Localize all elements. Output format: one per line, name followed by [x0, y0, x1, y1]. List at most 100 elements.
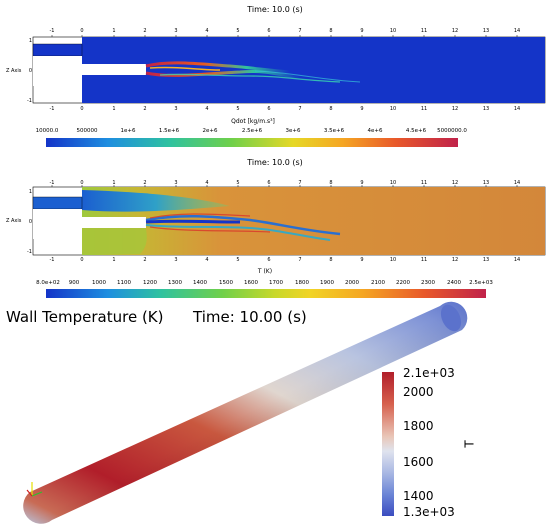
x-tick: 11 — [420, 28, 428, 34]
colorbar-label: 2300 — [421, 280, 435, 286]
x-tick: 5 — [236, 28, 240, 34]
colorbar-label: 1700 — [269, 280, 283, 286]
z-tick: 1 — [28, 189, 32, 195]
wall-temperature-title: Wall Temperature (K) — [6, 308, 164, 326]
x-tick: 0 — [80, 106, 84, 112]
colorbar-label: 500000 — [76, 128, 98, 134]
wall-colorbar-label: 1600 — [403, 455, 434, 469]
z-tick: -1 — [27, 249, 32, 255]
colorbar-label: 1500 — [219, 280, 233, 286]
z-axis-label: Z Axis — [6, 68, 22, 74]
z-tick: -1 — [27, 98, 32, 104]
x-tick: 10 — [389, 257, 397, 263]
x-tick: 6 — [267, 180, 271, 186]
x-tick: 11 — [420, 106, 428, 112]
x-tick: 3 — [174, 180, 178, 186]
colorbar-label: 1e+6 — [120, 128, 136, 134]
colorbar-label: 900 — [68, 280, 80, 286]
x-tick: 8 — [329, 28, 333, 34]
x-tick: 3 — [174, 106, 178, 112]
colorbar-label: 4e+6 — [367, 128, 383, 134]
x-tick: 13 — [482, 106, 490, 112]
colorbar-label: 1100 — [117, 280, 131, 286]
x-tick: 12 — [451, 28, 459, 34]
wall-cylinder-render — [23, 301, 468, 524]
panel1-time-label: Time: 10.0 (s) — [247, 5, 303, 14]
colorbar-label: 2200 — [396, 280, 410, 286]
x-tick: 4 — [205, 106, 209, 112]
x-tick: 9 — [360, 257, 364, 263]
z-tick: 0 — [28, 219, 32, 225]
x-tick: 12 — [451, 257, 459, 263]
x-tick: 2 — [143, 28, 147, 34]
qdot-contour-plot — [32, 35, 546, 104]
x-tick: 14 — [513, 28, 521, 34]
x-tick: 14 — [513, 257, 521, 263]
z-tick: 0 — [28, 68, 32, 74]
panel2-x-ticks-bottom: -1 0 1 2 3 4 5 6 7 8 9 10 11 12 13 14 — [49, 257, 521, 263]
x-tick: 7 — [298, 180, 302, 186]
x-tick: 7 — [298, 257, 302, 263]
x-tick: 11 — [420, 257, 428, 263]
x-tick: 14 — [513, 180, 521, 186]
z-tick: 1 — [28, 38, 32, 44]
x-tick: -1 — [49, 28, 55, 34]
colorbar-label: 1800 — [295, 280, 309, 286]
x-tick: 5 — [236, 180, 240, 186]
x-tick: 2 — [143, 257, 147, 263]
axes-orientation-icon — [26, 482, 43, 497]
x-tick: 1 — [112, 28, 116, 34]
panel2-x-ticks-top: -1 0 1 2 3 4 5 6 7 8 9 10 11 12 13 14 — [0, 0, 550, 190]
colorbar-label: 2000 — [345, 280, 359, 286]
qdot-colorbar — [46, 138, 458, 147]
colorbar-label: 2400 — [447, 280, 461, 286]
x-tick: 10 — [389, 106, 397, 112]
colorbar-label: 1.5e+6 — [158, 128, 180, 134]
x-tick: -1 — [49, 257, 55, 263]
colorbar-label: 2100 — [371, 280, 385, 286]
colorbar-label: 1600 — [244, 280, 258, 286]
wall-colorbar — [382, 372, 394, 516]
x-tick: 12 — [451, 180, 459, 186]
x-tick: 6 — [267, 28, 271, 34]
x-tick: 10 — [389, 180, 397, 186]
x-tick: 4 — [205, 257, 209, 263]
x-tick: 5 — [236, 257, 240, 263]
x-tick: 13 — [482, 28, 490, 34]
colorbar-label: 1200 — [143, 280, 157, 286]
temperature-colorbar-title: T (K) — [257, 268, 273, 275]
x-tick: -1 — [49, 106, 55, 112]
x-tick: 0 — [80, 257, 84, 263]
wall-colorbar-label: 1800 — [403, 419, 434, 433]
wall-colorbar-label: 2000 — [403, 385, 434, 399]
colorbar-label: 8.0e+02 — [36, 280, 60, 286]
colorbar-label: 4.5e+6 — [405, 128, 427, 134]
x-tick: 2 — [143, 180, 147, 186]
x-tick: 9 — [360, 28, 364, 34]
panel1-x-ticks-bottom: -1 0 1 2 3 4 5 6 7 8 9 10 11 12 13 14 — [0, 0, 550, 120]
z-axis-label: Z Axis — [6, 218, 22, 224]
x-tick: 8 — [329, 106, 333, 112]
colorbar-label: 10000.0 — [35, 128, 59, 134]
colorbar-label: 2.5e+6 — [241, 128, 263, 134]
qdot-colorbar-title: Qdot [kg/m.s³] — [231, 118, 275, 125]
wall-colorbar-label: 1.3e+03 — [403, 505, 455, 519]
x-tick: 13 — [482, 257, 490, 263]
x-tick: 4 — [205, 180, 209, 186]
wall-colorbar-title: T — [462, 440, 477, 448]
temperature-colorbar-labels: 8.0e+02 900 1000 1100 1200 1300 1400 150… — [36, 280, 493, 286]
qdot-colorbar-labels: 10000.0 500000 1e+6 1.5e+6 2e+6 2.5e+6 3… — [0, 0, 550, 150]
x-tick: 1 — [112, 106, 116, 112]
x-tick: 5 — [236, 106, 240, 112]
x-tick: 9 — [360, 106, 364, 112]
x-tick: 3 — [174, 257, 178, 263]
x-tick: 4 — [205, 28, 209, 34]
x-tick: 14 — [513, 106, 521, 112]
colorbar-label: 1300 — [168, 280, 182, 286]
temperature-contour-plot — [32, 185, 546, 256]
x-tick: 6 — [267, 257, 271, 263]
x-tick: 0 — [80, 28, 84, 34]
panel2-time-label: Time: 10.0 (s) — [247, 158, 303, 167]
wall-time-label: Time: 10.00 (s) — [193, 308, 307, 326]
x-tick: 9 — [360, 180, 364, 186]
